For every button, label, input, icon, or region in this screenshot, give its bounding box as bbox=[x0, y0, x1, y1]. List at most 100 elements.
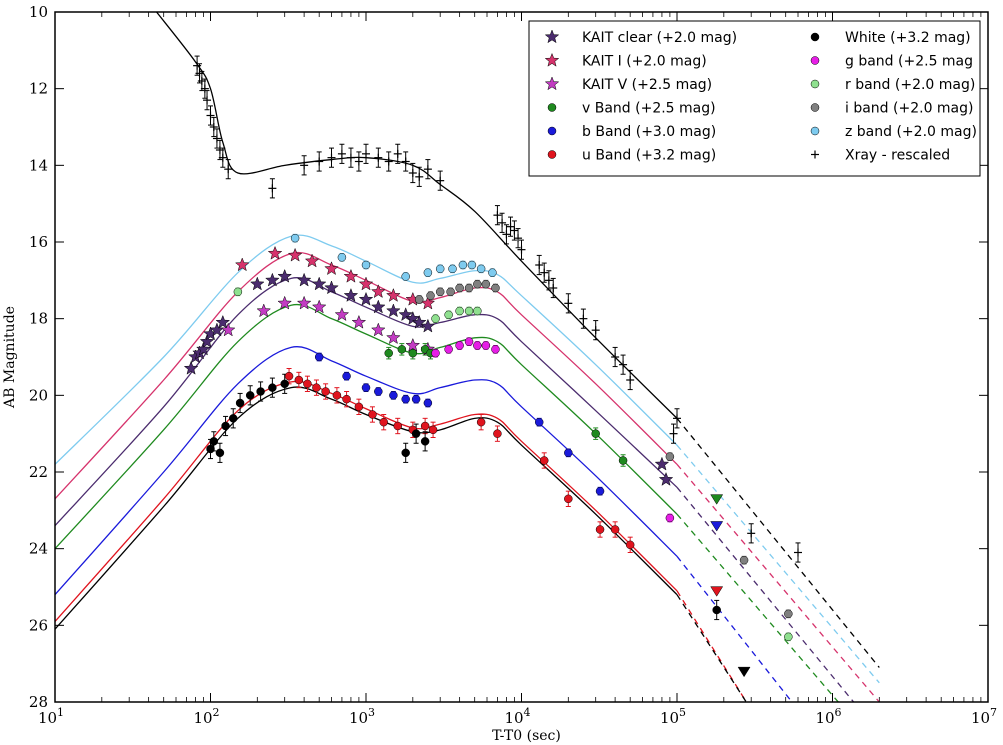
point-kait-1 bbox=[324, 280, 339, 295]
point-xray-0 bbox=[579, 314, 588, 323]
x-tick-label: 105 bbox=[660, 706, 686, 727]
point-xray-0 bbox=[549, 284, 558, 292]
y-tick-label: 18 bbox=[29, 310, 48, 328]
legend-marker bbox=[547, 150, 557, 159]
point-i-10 bbox=[464, 283, 474, 293]
model-curve-7 bbox=[156, 12, 678, 419]
point-xray-0 bbox=[540, 268, 549, 277]
point-u-6 bbox=[312, 383, 321, 392]
point-i-10 bbox=[446, 287, 455, 297]
point-kait-2 bbox=[234, 257, 250, 272]
point-u-6 bbox=[476, 417, 486, 427]
point-kait-1 bbox=[277, 268, 293, 283]
point-u-6 bbox=[379, 417, 388, 427]
legend-marker bbox=[810, 79, 820, 89]
point-white-7 bbox=[401, 448, 410, 458]
legend-label: u Band (+3.2 mag) bbox=[582, 148, 716, 164]
point-v-4 bbox=[408, 348, 418, 358]
point-xray-0 bbox=[794, 548, 803, 557]
point-b-5 bbox=[374, 387, 383, 396]
model-curve-0 bbox=[55, 234, 678, 465]
point-u-6 bbox=[428, 425, 438, 435]
point-z-11 bbox=[361, 260, 371, 270]
model-extrapolation-5 bbox=[676, 590, 748, 702]
point-kait-3 bbox=[351, 314, 367, 329]
x-tick-label: 107 bbox=[971, 706, 997, 727]
y-tick-label: 24 bbox=[29, 540, 48, 558]
y-tick-label: 12 bbox=[29, 80, 48, 98]
point-i-10 bbox=[455, 283, 464, 293]
point-i-10 bbox=[481, 279, 491, 289]
legend-label: z band (+2.0 mag) bbox=[845, 124, 977, 140]
legend-marker bbox=[810, 56, 820, 65]
point-u-6 bbox=[595, 525, 605, 534]
point-i-10 bbox=[739, 555, 749, 565]
legend: KAIT clear (+2.0 mag) KAIT I (+2.0 mag) KA… bbox=[528, 20, 981, 177]
point-r-9 bbox=[464, 306, 474, 316]
legend-marker bbox=[547, 126, 557, 136]
point-kait-1 bbox=[183, 360, 199, 375]
point-xray-0 bbox=[517, 245, 526, 254]
point-xray-0 bbox=[747, 529, 756, 538]
model-curve-5 bbox=[55, 380, 678, 622]
point-kait-3 bbox=[311, 299, 327, 314]
point-r-9 bbox=[233, 287, 243, 297]
legend-label: KAIT clear (+2.0 mag) bbox=[582, 30, 737, 46]
point-z-11 bbox=[290, 233, 300, 243]
x-tick-labels: 101 102 103 104 105 106 107 bbox=[38, 706, 997, 727]
y-tick-label: 20 bbox=[29, 386, 48, 404]
point-u-6 bbox=[393, 421, 402, 431]
point-kait-1 bbox=[249, 276, 265, 291]
point-b-5 bbox=[423, 398, 433, 408]
y-axis-label: AB Magnitude bbox=[2, 306, 18, 409]
point-kait-1 bbox=[343, 287, 359, 302]
point-r-9 bbox=[444, 310, 453, 320]
point-xray-0 bbox=[327, 153, 336, 162]
point-g-8 bbox=[665, 513, 675, 523]
point-xray-0 bbox=[502, 230, 511, 239]
point-xray-0 bbox=[619, 360, 628, 369]
model-extrapolation-7 bbox=[676, 417, 880, 668]
point-u-6 bbox=[321, 387, 330, 396]
point-kait-3 bbox=[220, 322, 236, 337]
point-xray-0 bbox=[408, 169, 417, 177]
legend-label: Xray - rescaled bbox=[845, 148, 950, 164]
point-xray-0 bbox=[197, 77, 206, 85]
point-white-7 bbox=[206, 444, 215, 454]
legend-label: g band (+2.5 mag bbox=[845, 54, 973, 70]
point-kait-2 bbox=[343, 268, 359, 283]
point-kait-2 bbox=[287, 247, 303, 262]
point-u-6 bbox=[539, 456, 549, 465]
point-kait-2 bbox=[324, 261, 339, 276]
point-g-8 bbox=[481, 341, 491, 350]
point-z-11 bbox=[337, 253, 347, 262]
point-xray-0 bbox=[401, 157, 410, 166]
point-xray-0 bbox=[200, 84, 209, 93]
point-xray-0 bbox=[493, 211, 502, 220]
upper-limit-3 bbox=[737, 666, 751, 678]
point-xray-0 bbox=[193, 61, 202, 70]
point-r-9 bbox=[455, 306, 464, 316]
point-kait-1 bbox=[196, 341, 211, 356]
point-kait-2 bbox=[304, 253, 320, 268]
model-extrapolation-0 bbox=[676, 444, 880, 684]
point-i-10 bbox=[473, 279, 482, 289]
point-z-11 bbox=[401, 272, 410, 281]
point-kait-3 bbox=[405, 337, 421, 352]
point-kait-3 bbox=[370, 322, 386, 337]
upper-limit-0 bbox=[710, 494, 724, 505]
point-g-8 bbox=[455, 341, 464, 350]
point-xray-0 bbox=[415, 172, 424, 181]
point-u-6 bbox=[303, 379, 312, 389]
legend-marker bbox=[544, 52, 560, 67]
legend-label: v Band (+2.5 mag) bbox=[582, 101, 716, 117]
point-white-7 bbox=[280, 379, 289, 389]
point-u-6 bbox=[610, 525, 620, 534]
point-kait-1 bbox=[311, 276, 327, 291]
point-g-8 bbox=[464, 337, 474, 346]
point-r-9 bbox=[784, 632, 793, 642]
legend-marker bbox=[810, 32, 820, 42]
x-tick-label: 104 bbox=[504, 706, 530, 727]
point-b-5 bbox=[314, 352, 324, 362]
